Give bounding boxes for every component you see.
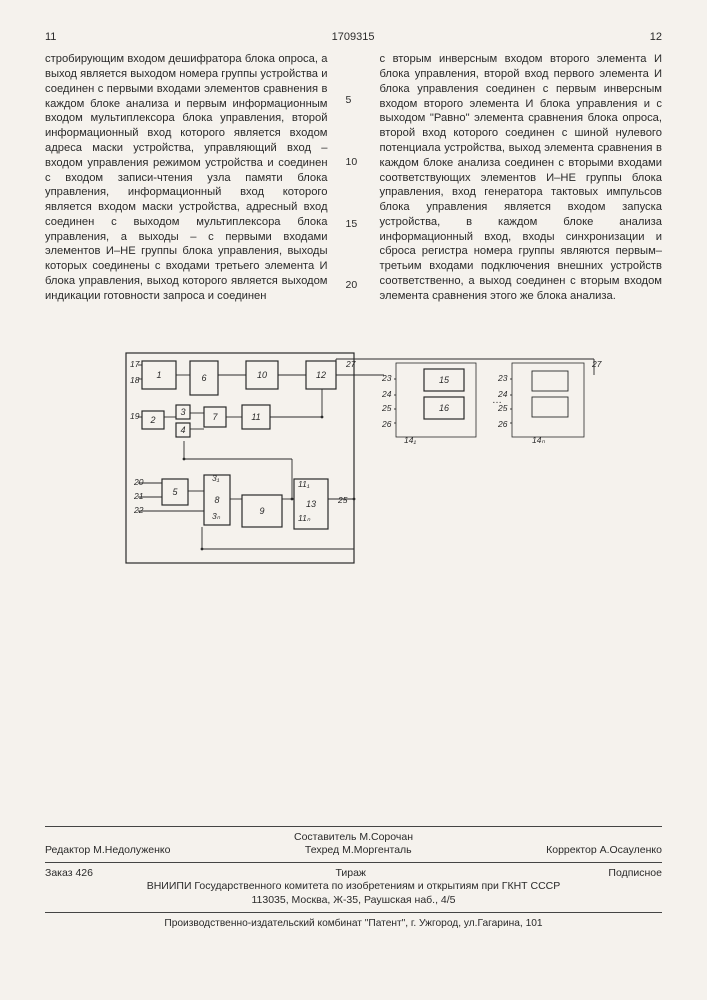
- corrector: Корректор А.Осауленко: [546, 844, 662, 858]
- svg-text:4: 4: [180, 425, 185, 435]
- svg-text:18: 18: [130, 375, 140, 385]
- svg-text:27: 27: [591, 359, 602, 369]
- svg-text:3ₙ: 3ₙ: [212, 511, 221, 521]
- svg-text:…: …: [492, 395, 502, 406]
- svg-text:15: 15: [438, 375, 449, 385]
- footer-block: Составитель М.Сорочан Редактор М.Недолуж…: [45, 822, 662, 930]
- svg-text:25: 25: [381, 403, 392, 413]
- patent-number: 1709315: [332, 30, 375, 44]
- svg-text:8: 8: [214, 495, 219, 505]
- svg-text:17: 17: [130, 359, 140, 369]
- address-2: Производственно-издательский комбинат "П…: [45, 917, 662, 930]
- svg-text:12: 12: [315, 370, 325, 380]
- svg-text:3₁: 3₁: [212, 473, 220, 483]
- svg-text:23: 23: [497, 373, 508, 383]
- svg-text:11ₙ: 11ₙ: [298, 513, 311, 523]
- svg-text:14ₙ: 14ₙ: [532, 435, 545, 445]
- svg-text:9: 9: [259, 506, 264, 516]
- svg-text:2: 2: [149, 415, 155, 425]
- line-num: 5: [346, 94, 362, 108]
- text-columns: стробирующим входом дешифратора блока оп…: [45, 52, 662, 303]
- podpisnoe: Подписное: [608, 867, 662, 881]
- svg-text:19: 19: [130, 411, 140, 421]
- line-number-gutter: 5 10 15 20: [346, 52, 362, 303]
- svg-text:11: 11: [251, 412, 260, 422]
- page-num-left: 11: [45, 30, 56, 44]
- compiler: Составитель М.Сорочан: [45, 831, 662, 845]
- tirazh: Тираж: [335, 867, 366, 881]
- column-2: с вторым инверсным входом второго элемен…: [380, 52, 663, 303]
- svg-text:1: 1: [156, 370, 161, 380]
- svg-text:23: 23: [381, 373, 392, 383]
- svg-text:11₁: 11₁: [298, 479, 310, 489]
- circuit-diagram: 1610122347115891315161718192021222727252…: [94, 324, 614, 604]
- vniipi: ВНИИПИ Государственного комитета по изоб…: [45, 880, 662, 894]
- editor: Редактор М.Недолуженко: [45, 844, 170, 858]
- svg-text:7: 7: [212, 412, 218, 422]
- svg-text:16: 16: [438, 403, 448, 413]
- svg-text:27: 27: [345, 359, 356, 369]
- svg-text:20: 20: [133, 477, 144, 487]
- patent-page: 11 1709315 12 стробирующим входом дешифр…: [0, 0, 707, 1000]
- order-num: Заказ 426: [45, 867, 93, 881]
- line-num: 10: [346, 156, 362, 170]
- svg-text:24: 24: [381, 389, 392, 399]
- svg-text:26: 26: [497, 419, 508, 429]
- svg-text:13: 13: [305, 499, 315, 509]
- address-1: 113035, Москва, Ж-35, Раушская наб., 4/5: [45, 894, 662, 908]
- svg-text:21: 21: [133, 491, 144, 501]
- svg-text:10: 10: [256, 370, 266, 380]
- svg-text:22: 22: [133, 505, 144, 515]
- svg-text:6: 6: [201, 373, 206, 383]
- svg-text:3: 3: [180, 407, 185, 417]
- page-num-right: 12: [650, 30, 662, 44]
- line-num: 20: [346, 279, 362, 293]
- svg-text:5: 5: [172, 487, 178, 497]
- column-1: стробирующим входом дешифратора блока оп…: [45, 52, 328, 303]
- svg-text:26: 26: [381, 419, 392, 429]
- svg-text:25: 25: [337, 495, 348, 505]
- techred: Техред М.Моргенталь: [305, 844, 412, 858]
- svg-text:14₁: 14₁: [404, 435, 416, 445]
- line-num: 15: [346, 218, 362, 232]
- page-header: 11 1709315 12: [45, 30, 662, 44]
